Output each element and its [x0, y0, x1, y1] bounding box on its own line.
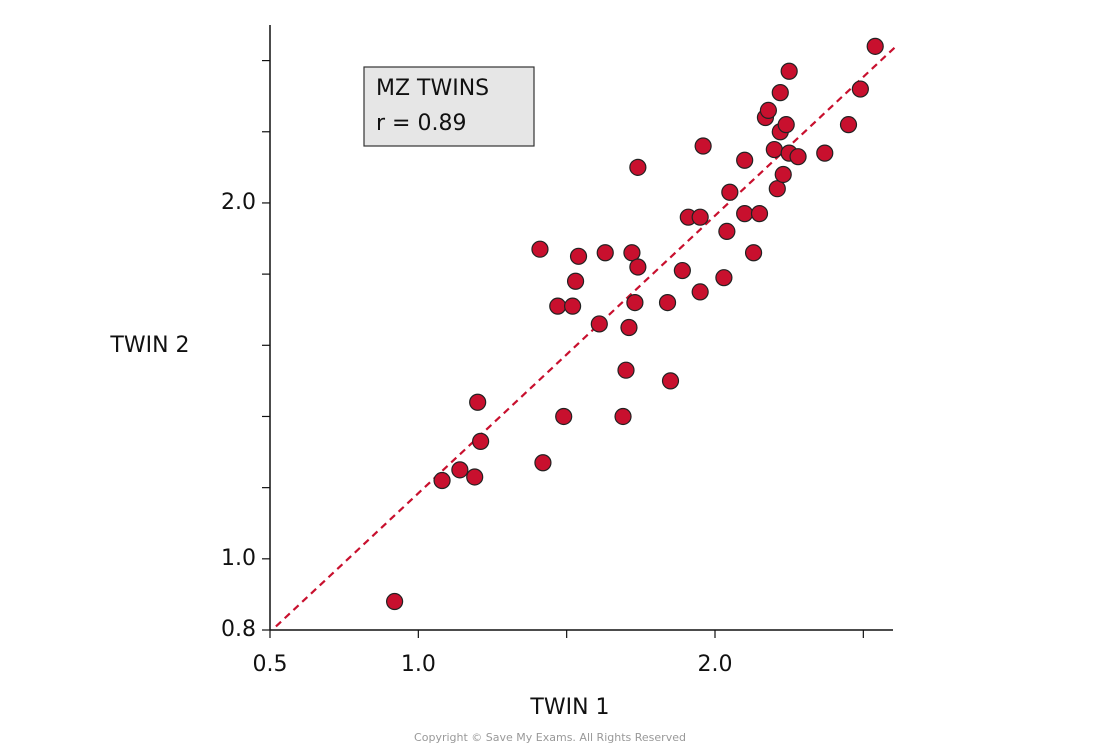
- point: [469, 393, 487, 411]
- point: [839, 116, 858, 134]
- point: [626, 293, 644, 312]
- point: [617, 361, 635, 379]
- point: [534, 454, 552, 472]
- point: [774, 165, 792, 184]
- point: [736, 205, 754, 223]
- point: [851, 80, 869, 98]
- point: [566, 272, 585, 290]
- point: [472, 432, 490, 450]
- point: [777, 116, 795, 134]
- point: [549, 297, 567, 315]
- point: [789, 148, 807, 166]
- point: [694, 137, 712, 155]
- point: [780, 62, 798, 80]
- copyright: Copyright © Save My Exams. All Rights Re…: [414, 731, 686, 744]
- point: [466, 468, 484, 486]
- point: [620, 318, 638, 337]
- point: [569, 247, 588, 265]
- y-tick-label: 0.8: [221, 617, 256, 642]
- point: [629, 258, 647, 276]
- point: [590, 315, 608, 333]
- point: [451, 461, 469, 479]
- point: [673, 261, 691, 280]
- point: [736, 151, 754, 169]
- annotation: r = 0.89: [376, 111, 466, 136]
- point: [531, 240, 549, 258]
- annotation-box: [363, 66, 535, 147]
- annotation: MZ TWINS: [376, 76, 489, 101]
- y-tick-label: 2.0: [221, 190, 256, 215]
- point: [661, 372, 680, 390]
- point: [750, 205, 769, 223]
- point: [866, 37, 884, 55]
- fit-line: [275, 45, 897, 628]
- point: [433, 471, 451, 490]
- point: [691, 283, 709, 301]
- y-tick-label: 1.0: [221, 546, 256, 571]
- point: [691, 208, 709, 226]
- x-tick-label: 2.0: [698, 652, 733, 677]
- x-tick-label: 0.5: [253, 652, 288, 677]
- point: [623, 244, 641, 262]
- point: [555, 407, 573, 426]
- y-axis-label: TWIN 2: [109, 333, 189, 358]
- point: [744, 244, 763, 262]
- point: [816, 144, 834, 162]
- point: [721, 183, 739, 201]
- point: [765, 140, 783, 159]
- point: [614, 407, 632, 426]
- point: [771, 84, 789, 102]
- point: [563, 297, 582, 315]
- point: [759, 101, 778, 120]
- point: [386, 592, 404, 611]
- point: [629, 158, 647, 176]
- point: [715, 269, 733, 287]
- x-tick-label: 1.0: [401, 652, 436, 677]
- point: [596, 244, 614, 262]
- x-axis-label: TWIN 1: [529, 695, 609, 720]
- point: [768, 180, 786, 198]
- point: [658, 293, 677, 312]
- point: [718, 222, 736, 241]
